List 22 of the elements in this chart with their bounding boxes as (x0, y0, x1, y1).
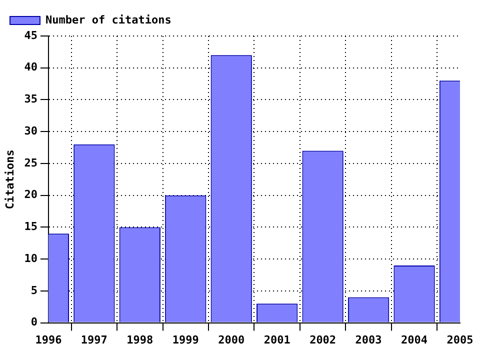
x-tick-label: 2000 (218, 333, 245, 346)
x-tick-label: 1998 (126, 333, 154, 346)
y-tick-label: 0 (30, 316, 38, 329)
x-tick-label: 2003 (355, 333, 382, 346)
y-axis-title: Citations (3, 150, 16, 210)
x-tick-label: 1996 (35, 333, 62, 346)
y-tick-label: 30 (24, 124, 38, 138)
y-tick-label: 5 (30, 284, 38, 297)
x-tick-label: 2002 (310, 333, 336, 346)
y-tick-label: 15 (24, 220, 38, 234)
x-tick-label: 2001 (264, 333, 291, 346)
legend-label: Number of citations (46, 13, 172, 26)
y-tick-label: 40 (24, 60, 38, 74)
x-tick-label: 1997 (80, 333, 108, 346)
x-tick-label: 1999 (172, 333, 199, 346)
x-tick-label: 2005 (446, 333, 474, 346)
y-tick-label: 25 (24, 156, 38, 170)
y-tick-label: 20 (24, 188, 38, 202)
y-tick-label: 10 (24, 252, 38, 265)
x-tick-label: 2004 (401, 333, 428, 346)
y-tick-label: 45 (24, 28, 38, 42)
y-tick-label: 35 (24, 92, 38, 106)
